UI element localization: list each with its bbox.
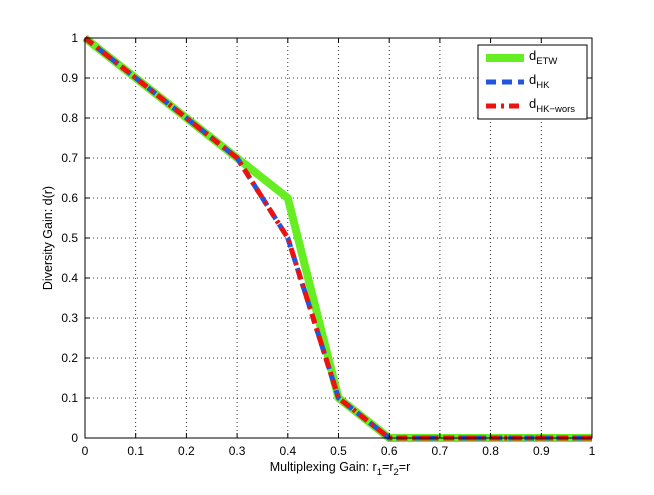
x-tick-label: 0.7 xyxy=(432,444,449,458)
x-tick-label: 0.1 xyxy=(127,444,144,458)
y-tick-labels: 0 0.1 0.2 0.3 0.4 0.5 0.6 0.7 0.8 0.9 1 xyxy=(61,31,78,445)
y-tick-label: 1 xyxy=(71,31,78,45)
x-tick-label: 0 xyxy=(82,444,89,458)
x-tick-label: 0.8 xyxy=(482,444,499,458)
y-tick-label: 0.2 xyxy=(61,351,78,365)
x-tick-label: 0.6 xyxy=(381,444,398,458)
y-tick-label: 0 xyxy=(71,431,78,445)
legend-label-3: dHK−wors xyxy=(529,96,575,115)
legend-label-2: dHK xyxy=(529,72,550,91)
legend: dETW dHK dHK−wors xyxy=(477,44,588,120)
x-tick-label: 0.2 xyxy=(178,444,195,458)
y-tick-label: 0.5 xyxy=(61,231,78,245)
y-tick-label: 0.1 xyxy=(61,391,78,405)
legend-label-1: dETW xyxy=(529,48,557,67)
x-tick-label: 0.3 xyxy=(229,444,246,458)
y-tick-label: 0.6 xyxy=(61,191,78,205)
grid-lines xyxy=(85,38,592,438)
x-tick-label: 0.5 xyxy=(330,444,347,458)
y-axis-label: Diversity Gain: d(r) xyxy=(41,186,55,290)
x-tick-label: 1 xyxy=(589,444,596,458)
axis-ticks xyxy=(84,37,593,439)
x-axis-label: Multiplexing Gain: r1=r2=r xyxy=(270,460,411,478)
x-tick-label: 0.4 xyxy=(279,444,296,458)
x-tick-label: 0.9 xyxy=(533,444,550,458)
y-tick-label: 0.9 xyxy=(61,71,78,85)
x-tick-labels: 0 0.1 0.2 0.3 0.4 0.5 0.6 0.7 0.8 0.9 1 xyxy=(82,444,596,458)
y-tick-label: 0.7 xyxy=(61,151,78,165)
y-tick-label: 0.3 xyxy=(61,311,78,325)
y-tick-label: 0.8 xyxy=(61,111,78,125)
y-tick-label: 0.4 xyxy=(61,271,78,285)
